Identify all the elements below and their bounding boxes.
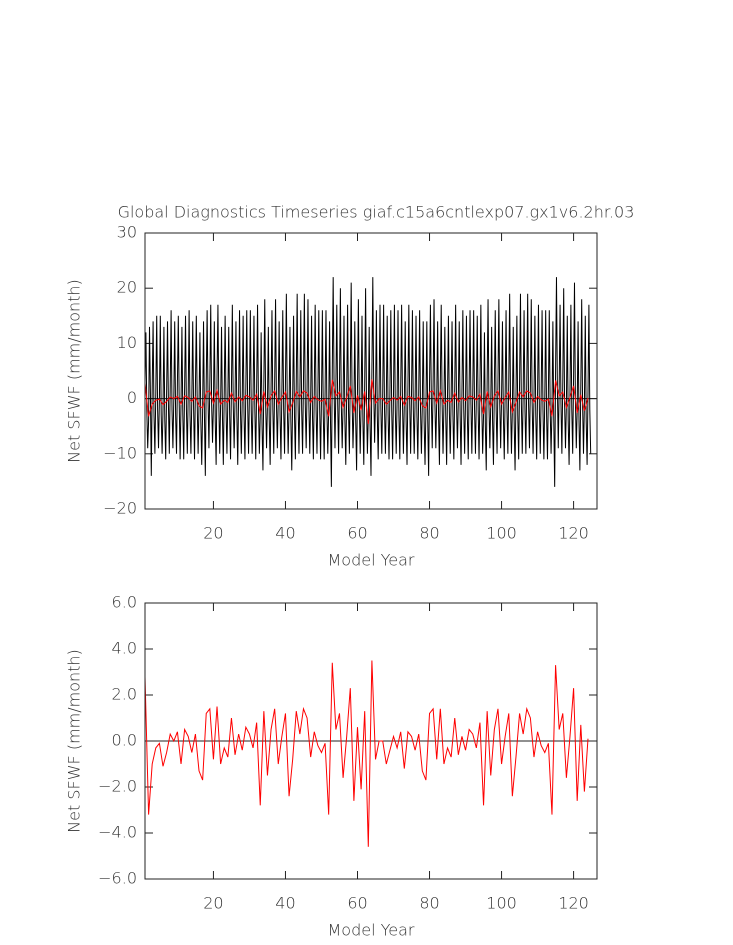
chart-title: Global Diagnostics Timeseries giaf.c15a6…	[118, 203, 635, 222]
x-axis-label: Model Year	[328, 921, 415, 940]
y-tick-label: 0.0	[112, 731, 137, 750]
x-tick-label: 120	[558, 894, 589, 913]
y-tick-label: 20	[117, 278, 137, 297]
x-tick-label: 100	[486, 524, 517, 543]
y-tick-label: −10	[103, 443, 137, 462]
data-line	[144, 660, 589, 847]
y-axis-label: Net SFWF (mm/month)	[65, 279, 84, 463]
plot-frame	[144, 602, 598, 880]
x-tick-label: 80	[419, 524, 439, 543]
data-line	[144, 379, 589, 425]
plot-frame	[144, 232, 598, 510]
y-tick-label: −2.0	[98, 777, 137, 796]
x-tick-label: 60	[347, 524, 367, 543]
y-tick-label: 2.0	[112, 685, 137, 704]
y-tick-label: −20	[103, 499, 137, 518]
x-tick-label: 80	[419, 894, 439, 913]
x-tick-label: 40	[275, 894, 295, 913]
y-tick-label: 6.0	[112, 593, 137, 612]
x-tick-label: 60	[347, 894, 367, 913]
y-tick-label: 10	[117, 333, 137, 352]
y-axis-label: Net SFWF (mm/month)	[65, 649, 84, 833]
x-tick-label: 40	[275, 524, 295, 543]
y-tick-label: −4.0	[98, 823, 137, 842]
x-tick-label: 20	[203, 894, 223, 913]
y-tick-label: 4.0	[112, 639, 137, 658]
x-tick-label: 120	[558, 524, 589, 543]
x-tick-label: 20	[203, 524, 223, 543]
x-tick-label: 100	[486, 894, 517, 913]
y-tick-label: 0	[127, 388, 137, 407]
y-tick-label: −6.0	[98, 869, 137, 888]
x-axis-label: Model Year	[328, 551, 415, 570]
y-tick-label: 30	[117, 223, 137, 242]
data-line	[144, 277, 592, 487]
